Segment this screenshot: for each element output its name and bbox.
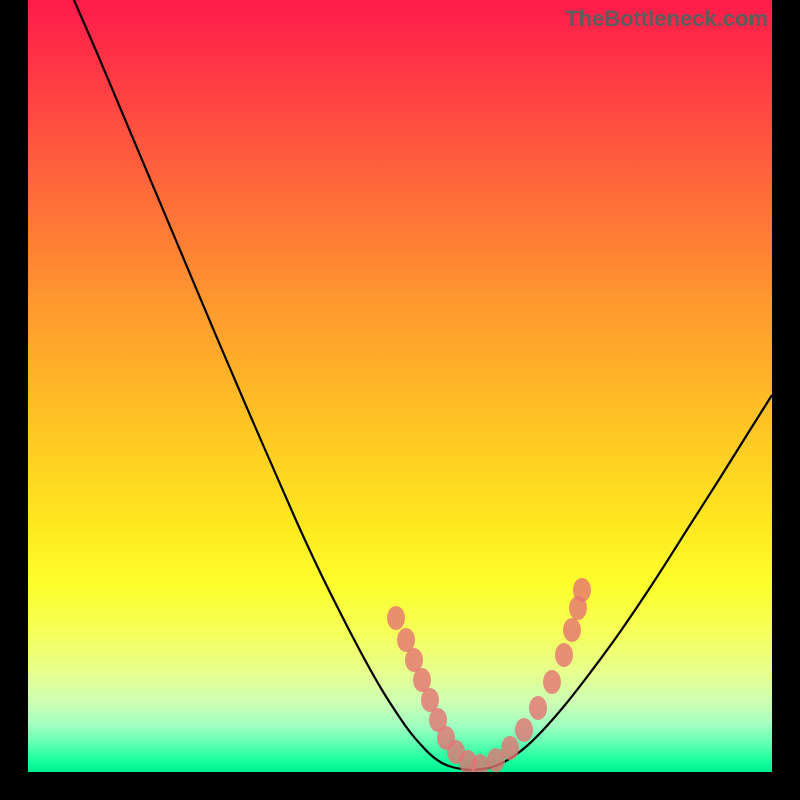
data-marker <box>563 618 581 642</box>
chart-container: TheBottleneck.com <box>0 0 800 800</box>
data-marker <box>555 643 573 667</box>
watermark-text: TheBottleneck.com <box>565 6 768 32</box>
data-marker <box>501 736 519 760</box>
data-marker <box>543 670 561 694</box>
data-marker <box>529 696 547 720</box>
data-marker <box>515 718 533 742</box>
data-marker <box>573 578 591 602</box>
plot-area <box>28 0 772 772</box>
v-curve-right <box>472 395 772 770</box>
data-marker <box>387 606 405 630</box>
marker-group <box>387 578 591 772</box>
curve-layer <box>28 0 772 772</box>
